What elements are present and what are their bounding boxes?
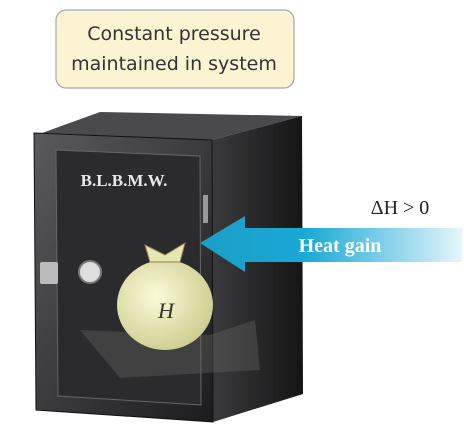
arrow-label: Heat gain [299, 235, 382, 257]
page: Constant pressure maintained in system B… [0, 0, 464, 433]
hinge [40, 262, 58, 284]
dial [79, 261, 101, 283]
safe-label: B.L.B.M.W. [81, 171, 168, 190]
callout-line: maintained in system [71, 53, 277, 75]
callout-line: Constant pressure [87, 23, 261, 45]
latch [203, 195, 208, 223]
safe-side [212, 116, 303, 422]
condition: ΔH > 0 [371, 197, 430, 219]
callout-box [56, 10, 294, 88]
bag-label: H [157, 298, 175, 323]
diagram: Constant pressure maintained in system B… [0, 0, 464, 433]
